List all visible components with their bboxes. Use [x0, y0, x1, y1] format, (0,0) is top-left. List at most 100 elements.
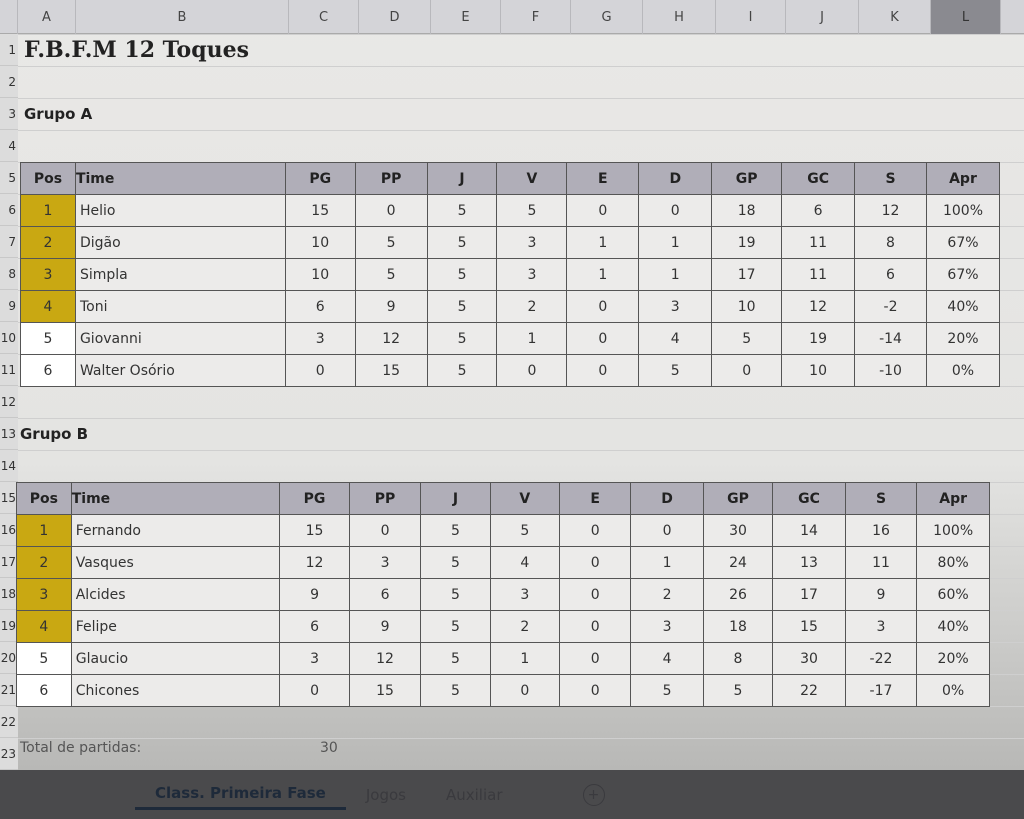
cell-time[interactable]: Chicones: [70, 674, 281, 707]
cell-gp[interactable]: 17: [711, 258, 783, 291]
header-d[interactable]: D: [638, 162, 713, 195]
cell-j[interactable]: 5: [426, 194, 498, 227]
row-header-14[interactable]: 14: [0, 450, 18, 482]
cell-d[interactable]: 0: [630, 514, 704, 547]
cell-s[interactable]: 8: [854, 226, 927, 259]
cell-e[interactable]: 0: [566, 194, 640, 227]
row-header-5[interactable]: 5: [0, 162, 18, 194]
cell-d[interactable]: 1: [630, 546, 704, 579]
cell-v[interactable]: 3: [489, 578, 561, 611]
cell-time[interactable]: Toni: [74, 290, 286, 323]
cell-gp[interactable]: 0: [711, 354, 783, 387]
column-header-c[interactable]: C: [289, 0, 359, 34]
cell-apr[interactable]: 20%: [916, 642, 990, 675]
cell-gc[interactable]: 10: [781, 354, 856, 387]
header-e[interactable]: E: [566, 162, 640, 195]
cell-j[interactable]: 5: [420, 610, 491, 643]
cell-j[interactable]: 5: [420, 674, 491, 707]
row-header-13[interactable]: 13: [0, 418, 18, 450]
column-header-e[interactable]: E: [431, 0, 501, 34]
cell-pg[interactable]: 0: [279, 674, 350, 707]
tab-class-primeira-fase[interactable]: Class. Primeira Fase: [135, 780, 346, 810]
cell-pos[interactable]: 4: [20, 290, 76, 323]
cell-pg[interactable]: 6: [284, 290, 356, 323]
group-a-label[interactable]: Grupo A: [24, 105, 93, 123]
cell-d[interactable]: 4: [638, 322, 713, 355]
row-header-17[interactable]: 17: [0, 546, 18, 578]
cell-j[interactable]: 5: [420, 514, 491, 547]
cell-s[interactable]: -17: [844, 674, 918, 707]
cell-e[interactable]: 1: [566, 258, 640, 291]
cell-e[interactable]: 0: [559, 546, 632, 579]
tab-jogos[interactable]: Jogos: [365, 785, 406, 804]
row-header-23[interactable]: 23: [0, 738, 18, 770]
cell-gp[interactable]: 24: [702, 546, 774, 579]
column-header-j[interactable]: J: [786, 0, 859, 34]
header-gp[interactable]: GP: [711, 162, 783, 195]
cell-pp[interactable]: 9: [354, 290, 428, 323]
cell-pp[interactable]: 3: [348, 546, 422, 579]
header-pg[interactable]: PG: [279, 482, 350, 515]
cell-gc[interactable]: 30: [772, 642, 846, 675]
cell-pos[interactable]: 2: [16, 546, 72, 579]
column-header-b[interactable]: B: [76, 0, 289, 34]
header-gc[interactable]: GC: [772, 482, 846, 515]
cell-e[interactable]: 0: [566, 354, 640, 387]
cell-d[interactable]: 0: [638, 194, 713, 227]
cell-gp[interactable]: 26: [702, 578, 774, 611]
cell-time[interactable]: Helio: [74, 194, 286, 227]
cell-time[interactable]: Simpla: [74, 258, 286, 291]
cell-v[interactable]: 1: [496, 322, 568, 355]
row-header-20[interactable]: 20: [0, 642, 18, 674]
header-v[interactable]: V: [489, 482, 561, 515]
header-pos[interactable]: Pos: [20, 162, 76, 195]
cell-d[interactable]: 1: [638, 258, 713, 291]
row-header-10[interactable]: 10: [0, 322, 18, 354]
cell-time[interactable]: Walter Osório: [74, 354, 286, 387]
row-header-11[interactable]: 11: [0, 354, 18, 386]
select-all-corner[interactable]: [0, 0, 18, 34]
cell-s[interactable]: -2: [854, 290, 927, 323]
cell-d[interactable]: 1: [638, 226, 713, 259]
header-j[interactable]: J: [420, 482, 491, 515]
cell-e[interactable]: 0: [566, 290, 640, 323]
plus-circle-icon[interactable]: +: [582, 783, 605, 806]
cell-s[interactable]: 16: [844, 514, 918, 547]
cell-v[interactable]: 4: [489, 546, 561, 579]
cell-apr[interactable]: 40%: [916, 610, 990, 643]
header-j[interactable]: J: [426, 162, 498, 195]
cell-v[interactable]: 5: [496, 194, 568, 227]
column-header-a[interactable]: A: [18, 0, 76, 34]
cell-time[interactable]: Digão: [74, 226, 286, 259]
header-time[interactable]: Time: [74, 162, 286, 195]
cell-s[interactable]: 9: [844, 578, 918, 611]
cell-pos[interactable]: 3: [16, 578, 72, 611]
cell-d[interactable]: 5: [638, 354, 713, 387]
header-pg[interactable]: PG: [284, 162, 356, 195]
total-matches-label[interactable]: Total de partidas:: [20, 740, 142, 756]
cell-apr[interactable]: 40%: [925, 290, 1001, 323]
header-gc[interactable]: GC: [781, 162, 856, 195]
cell-e[interactable]: 1: [566, 226, 640, 259]
cell-e[interactable]: 0: [559, 514, 632, 547]
cell-pg[interactable]: 12: [279, 546, 350, 579]
row-header-9[interactable]: 9: [0, 290, 18, 322]
cell-pos[interactable]: 3: [20, 258, 76, 291]
cell-d[interactable]: 5: [630, 674, 704, 707]
column-header-h[interactable]: H: [643, 0, 716, 34]
cell-apr[interactable]: 100%: [925, 194, 1001, 227]
cell-pos[interactable]: 5: [20, 322, 76, 355]
header-e[interactable]: E: [559, 482, 632, 515]
cell-pg[interactable]: 6: [279, 610, 350, 643]
header-time[interactable]: Time: [70, 482, 281, 515]
cell-pp[interactable]: 15: [348, 674, 422, 707]
cell-gc[interactable]: 19: [781, 322, 856, 355]
row-header-18[interactable]: 18: [0, 578, 18, 610]
cell-pos[interactable]: 4: [16, 610, 72, 643]
header-s[interactable]: S: [854, 162, 927, 195]
cell-pos[interactable]: 6: [16, 674, 72, 707]
cell-pos[interactable]: 1: [20, 194, 76, 227]
cell-gp[interactable]: 5: [702, 674, 774, 707]
total-matches-value[interactable]: 30: [320, 740, 338, 756]
header-pos[interactable]: Pos: [16, 482, 72, 515]
